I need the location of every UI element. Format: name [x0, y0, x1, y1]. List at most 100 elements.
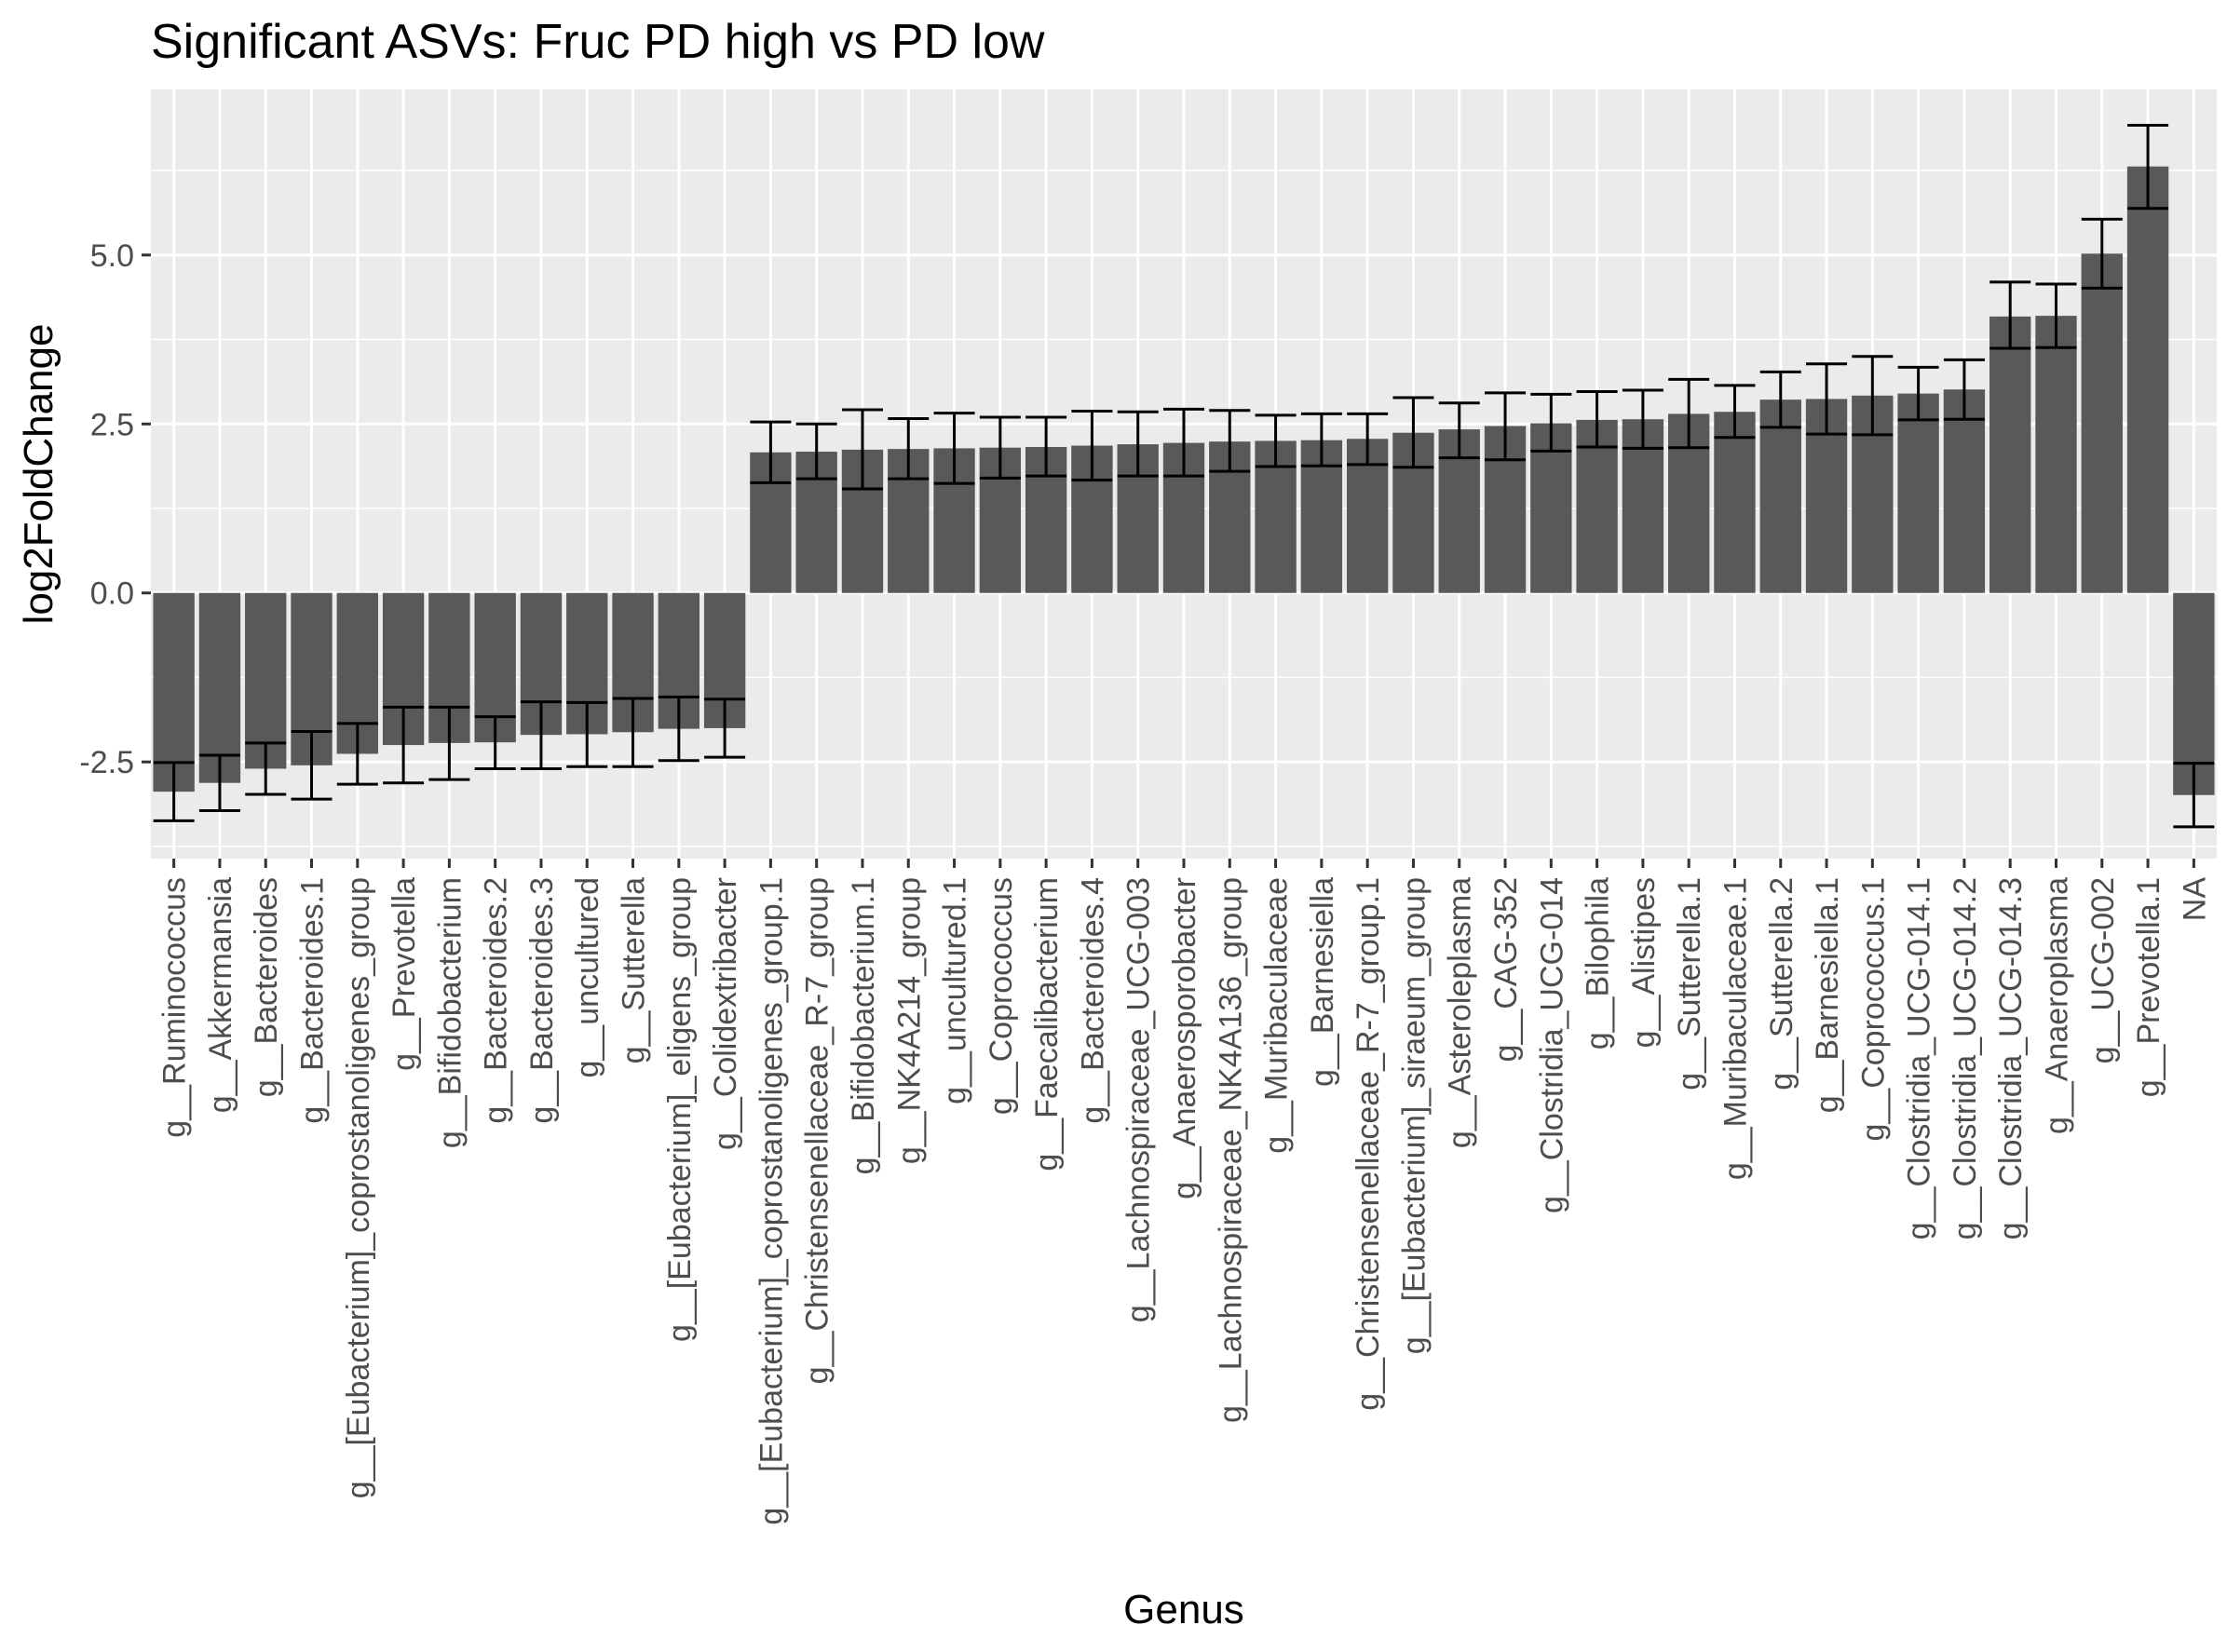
x-tick-label: NA	[2177, 877, 2212, 922]
x-tick-label: g__Bacteroides	[249, 877, 284, 1097]
error-bar	[245, 741, 287, 796]
y-axis: -2.5 0.0 2.5 5.0	[79, 238, 151, 780]
x-tick-label: g__UCG-002	[2085, 877, 2121, 1063]
x-tick-label: g__Anaerosporobacter	[1167, 877, 1202, 1199]
y-tick-label: 5.0	[90, 238, 134, 274]
error-bar	[1943, 358, 1985, 421]
error-bar	[1714, 384, 1756, 440]
error-bar	[1576, 389, 1618, 449]
chart-title: Significant ASVs: Fruc PD high vs PD low	[151, 15, 1045, 69]
error-bar	[1209, 409, 1251, 473]
bar	[1759, 399, 1801, 593]
error-bar	[1759, 370, 1801, 429]
error-bar	[1622, 388, 1663, 450]
x-tick-label: g__Clostridia_UCG-014	[1534, 877, 1569, 1213]
x-tick-label: g__CAG-352	[1488, 877, 1524, 1062]
error-bar	[1668, 377, 1710, 450]
y-tick-label: -2.5	[79, 745, 134, 780]
x-tick-label: g__NK4A214_group	[891, 877, 927, 1164]
x-tick-label: g__Muribaculaceae.1	[1718, 877, 1753, 1180]
error-bar	[1163, 407, 1204, 478]
error-bar	[1530, 392, 1572, 453]
x-tick-label: g__Bacteroides.1	[295, 877, 331, 1124]
error-bar	[1392, 396, 1434, 469]
x-tick-label: g__Bacteroides.2	[479, 877, 514, 1124]
error-bar	[1071, 409, 1113, 482]
error-bar	[1989, 280, 2031, 350]
x-tick-label: g__Colidextribacter	[708, 877, 743, 1150]
error-bar	[1897, 365, 1939, 422]
x-tick-label: g__Prevotella.1	[2131, 877, 2166, 1097]
x-tick-label: g__Akkermansia	[203, 877, 238, 1113]
bar	[198, 592, 241, 783]
error-bar	[1438, 401, 1480, 460]
error-bars	[153, 123, 2215, 829]
x-tick-label: g__Faecalibacterium	[1029, 877, 1065, 1171]
error-bar	[795, 422, 837, 481]
error-bar	[474, 715, 516, 770]
x-tick-label: g__Muribaculaceae	[1259, 877, 1295, 1154]
x-tick-label: g__Sutterella.1	[1672, 877, 1707, 1090]
bar	[1989, 316, 2031, 593]
x-tick-label: g__[Eubacterium]_coprostanoligenes_group	[341, 877, 376, 1498]
x-tick-label: g__[Eubacterium]_siraeum_group	[1396, 877, 1432, 1354]
error-bar	[2035, 282, 2077, 349]
error-bar	[658, 696, 699, 763]
x-tick-label: g__Christensenellaceae_R-7_group.1	[1351, 877, 1386, 1411]
bar	[1943, 389, 1986, 593]
x-tick-label: g__Ruminococcus	[157, 877, 193, 1138]
x-tick-label: g__Clostridia_UCG-014.3	[1993, 877, 2029, 1239]
error-bar	[704, 697, 746, 759]
error-bar	[520, 700, 562, 770]
error-bar	[841, 408, 883, 491]
bar	[153, 592, 195, 792]
bar	[2126, 166, 2169, 593]
error-bar	[2173, 762, 2215, 829]
x-tick-label: g__Alistipes	[1626, 877, 1662, 1048]
error-bar	[1485, 391, 1527, 462]
x-tick-label: g__Barnesiella.1	[1810, 877, 1845, 1113]
error-bar	[153, 761, 195, 822]
error-bar	[888, 416, 930, 481]
x-tick-label: g__Christensenellaceae_R-7_group	[800, 877, 835, 1384]
x-tick-label: g__Asteroleplasma	[1443, 877, 1478, 1148]
x-tick-label: g__Barnesiella	[1305, 877, 1340, 1087]
bar	[245, 592, 287, 769]
x-tick-label: g__Sutterella	[617, 877, 652, 1063]
x-tick-label: g__[Eubacterium]_eligens_group	[662, 877, 698, 1342]
error-bar	[933, 412, 975, 485]
error-bar	[383, 705, 425, 785]
x-tick-label: g__Bifidobacterium	[432, 877, 468, 1148]
error-bar	[979, 415, 1021, 480]
bar	[1897, 393, 1939, 593]
x-axis: g__Ruminococcus g__Akkermansia g__Bacteroi…	[157, 859, 2212, 1525]
bar	[2035, 316, 2077, 593]
x-tick-label: g__uncultured	[570, 877, 605, 1078]
x-tick-label: g__Lachnospiraceae_NK4A136_group	[1213, 877, 1248, 1423]
error-bar	[750, 420, 792, 484]
x-tick-label: g__Lachnospiraceae_UCG-003	[1121, 877, 1157, 1322]
error-bar	[291, 730, 333, 801]
error-bar	[336, 722, 378, 786]
x-tick-label: g__[Eubacterium]_coprostanoligenes_group…	[754, 877, 789, 1525]
y-tick-label: 0.0	[90, 576, 134, 612]
x-tick-label: g__Clostridia_UCG-014.1	[1902, 877, 1937, 1239]
x-axis-title: Genus	[1123, 1587, 1244, 1632]
error-bar	[612, 697, 654, 768]
error-bar	[2127, 123, 2169, 210]
error-bar	[428, 705, 470, 781]
x-tick-label: g__Anaeroplasma	[2039, 877, 2074, 1134]
error-bar	[1255, 413, 1297, 468]
bar	[1576, 419, 1618, 593]
x-tick-label: g__Bacteroides.4	[1075, 877, 1110, 1124]
error-bar	[198, 753, 240, 812]
error-bar	[1300, 412, 1342, 467]
x-tick-label: g__Coprococcus	[984, 877, 1019, 1115]
y-tick-label: 2.5	[90, 407, 134, 442]
error-bar	[1806, 362, 1848, 436]
bar	[1714, 412, 1756, 593]
x-tick-label: g__Bilophila	[1581, 877, 1616, 1049]
error-bar	[1025, 415, 1067, 478]
x-tick-label: g__Prevotella	[387, 877, 422, 1071]
